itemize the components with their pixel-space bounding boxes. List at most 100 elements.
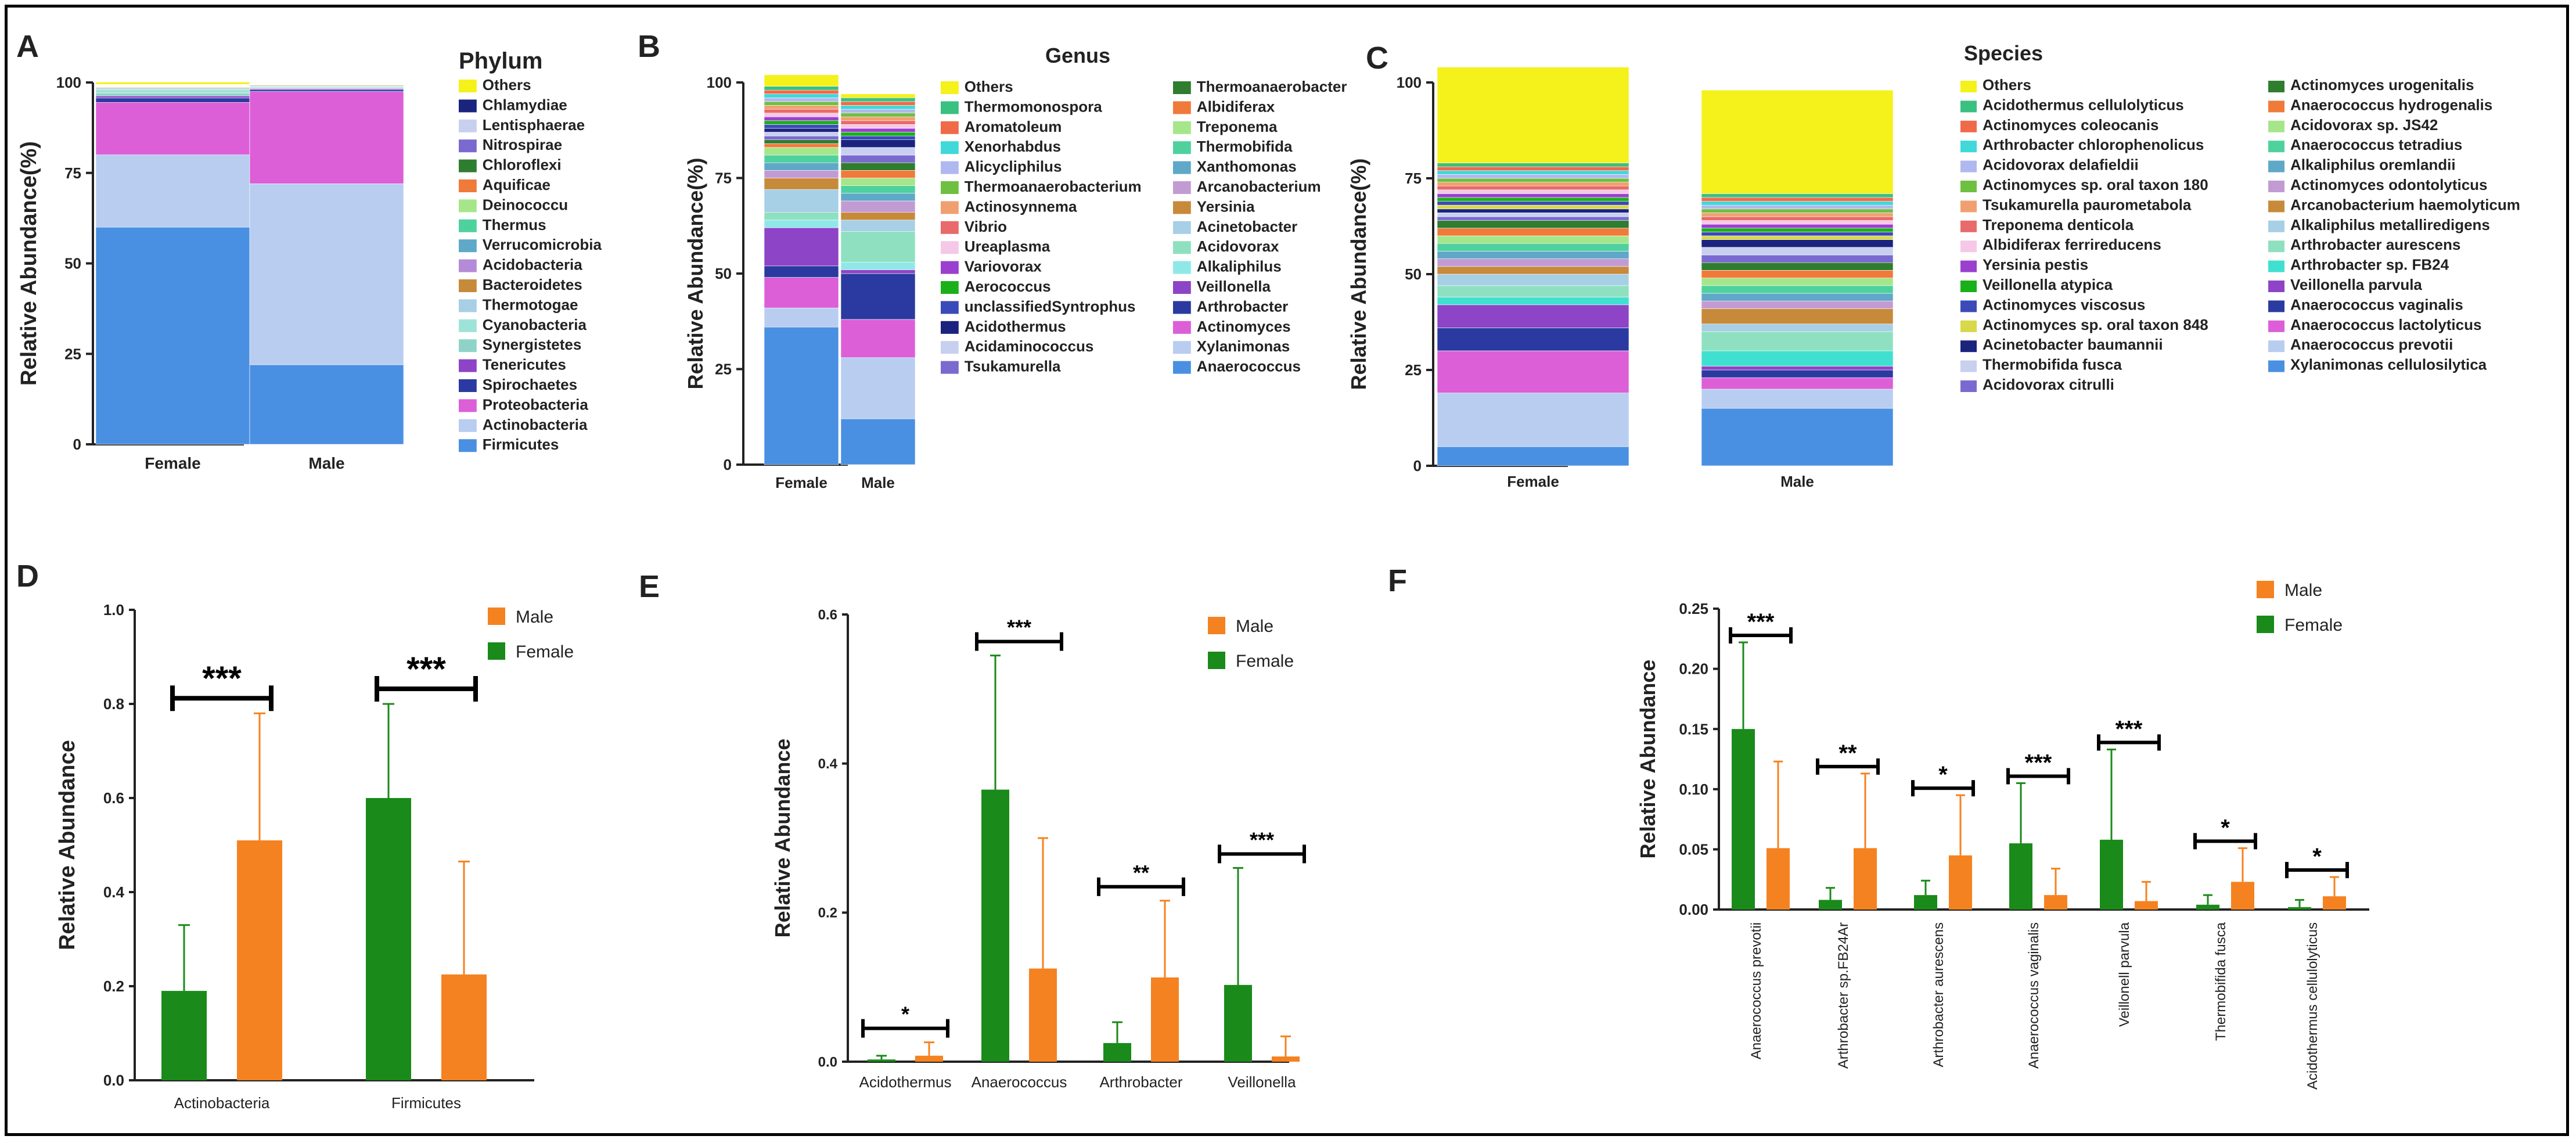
panel-c-legend-label: Anaerococcus lactolyticus [2290,316,2481,333]
panel-f-y-tick-label: 0.05 [1679,841,1708,858]
panel-c-bar-segment [1437,166,1629,171]
panel-b-bar-segment [840,231,916,263]
panel-f-x-tick-label: Arthrobacter aurescens [1931,922,1947,1067]
panel-c-legend-swatch [1960,100,1977,113]
panel-f-y-tick-label: 0.00 [1679,901,1708,918]
panel-b-bar-segment [840,101,916,106]
panel-c-legend-label: Albidiferax ferrireducens [1983,236,2161,253]
panel-b-y-tick-label: 25 [715,361,732,378]
panel-a-legend-swatch [459,139,477,153]
panel-b-bar-segment [764,170,839,178]
panel-a-legend-swatch [459,259,477,272]
panel-c-legend-label: Acidovorax citrulli [1983,376,2114,393]
panel-f-legend-label: Male [2284,581,2322,600]
panel-c-bar-segment [1701,193,1894,198]
panel-b-legend-label: Yersinia [1197,197,1255,215]
panel-b-bar-segment [840,124,916,129]
panel-f-bar-female [2009,843,2032,910]
panel-f-bar-female [2196,904,2219,910]
panel-a-legend-swatch [459,359,477,372]
panel-a-legend-label: Cyanobacteria [483,316,587,333]
panel-c-bar-segment [1437,446,1629,466]
panel-c-legend-label: Anaerococcus tetradius [2290,136,2462,153]
panel-b-legend-swatch [941,281,959,294]
panel-a-legend-label: Tenericutes [483,356,566,373]
panel-e-bar-male [1272,1056,1300,1062]
panel-c-bar-segment [1701,285,1894,294]
panel-f-bar-female [1819,900,1842,910]
panel-c-legend-label: Actinomyces urogenitalis [2290,76,2474,94]
panel-f-x-tick-label: Veillonell parvula [2117,922,2132,1027]
panel-b-legend-label: Variovorax [965,258,1042,275]
panel-c-bar-segment [1701,408,1894,466]
panel-a-legend-label: Acidobacteria [483,256,582,274]
panel-a-bar-segment [95,102,250,155]
panel-a-legend-label: Chloroflexi [483,156,562,174]
panel-b-legend-swatch [1173,281,1191,294]
panel-e-bar-female [868,1059,895,1062]
panel-c-legend-label: Actinomyces sp. oral taxon 180 [1983,176,2208,193]
panel-c-bar-segment [1437,228,1629,236]
panel-a-legend-label: Bacteroidetes [483,276,582,293]
panel-b-bar-segment [764,154,839,163]
panel-c-legend-swatch [1960,360,1977,372]
panel-f-bar-male [2135,901,2158,910]
panel-e-y-label: Relative Abundance [771,739,794,938]
panel-c-legend-swatch [2268,120,2284,132]
panel-e-letter: E [639,569,660,604]
panel-e-y-tick-label: 0.4 [818,756,838,772]
panel-c-bar-segment [1701,262,1894,271]
panel-b-bar-segment [840,162,916,171]
panel-d-x-tick-label: Actinobacteria [174,1094,270,1112]
panel-a-legend-swatch [459,80,477,92]
panel-c-legend-swatch [1960,141,1977,153]
panel-c-bar-segment [1437,220,1629,229]
panel-f-y-tick-label: 0.20 [1679,660,1708,678]
panel-b-legend-swatch [941,241,959,254]
panel-c-bar-segment [1701,89,1894,194]
panel-f-y-tick-label: 0.25 [1679,600,1708,617]
panel-b-bar-segment [764,113,839,117]
panel-c-bar-segment [1437,197,1629,202]
panel-f-x-tick-label: Thermobifida fusca [2213,922,2229,1041]
panel-a-legend-swatch [459,379,477,392]
panel-b-legend-label: Arcanobacterium [1197,178,1321,195]
panel-b-legend-swatch [941,221,959,234]
panel-a-bar-segment [95,82,250,85]
panel-b-bar-segment [840,94,916,98]
panel-b-legend-label: Actinomyces [1197,318,1291,335]
panel-b-bar-segment [764,220,839,228]
panel-e-legend-label: Male [1236,617,1273,636]
panel-b-bar-segment [764,212,839,221]
panel-d-significance-label: *** [202,660,242,698]
panel-b-bar-segment [840,139,916,148]
panel-b-legend-label: Treponema [1197,118,1278,135]
panel-c-legend-swatch [1960,281,1977,292]
panel-b-legend-swatch [941,261,959,274]
panel-c-y-tick-label: 25 [1405,361,1422,379]
panel-a-legend-swatch [459,339,477,353]
panel-f-bar-female [2288,907,2311,910]
panel-f-legend-swatch [2257,616,2274,633]
panel-b-legend-label: Xylanimonas [1197,337,1290,355]
panel-a-legend-title: Phylum [459,48,542,74]
panel-b-bar-segment [840,105,916,110]
panel-b-bar-segment [840,98,916,102]
panel-c-legend-swatch [1960,380,1977,392]
panel-c-legend-swatch [1960,300,1977,312]
panel-c-bar-segment [1437,393,1629,447]
panel-b-bar-segment [840,135,916,140]
panel-b-bar-segment [764,189,839,213]
panel-f-legend-swatch [2257,581,2274,598]
panel-d-letter: D [16,559,39,594]
panel-b-legend-swatch [1173,141,1191,154]
panel-b-legend-label: Xenorhabdus [965,138,1061,155]
panel-a-bar-segment [249,89,404,92]
panel-e-x-tick-label: Arthrobacter [1099,1073,1182,1091]
panel-a-y-tick-label: 100 [56,74,81,91]
panel-c-legend-swatch [2268,340,2284,353]
panel-d-y-label: Relative Abundance [55,740,80,950]
panel-a-legend-swatch [459,219,477,232]
panel-b-legend-swatch [1173,121,1191,134]
panel-a-legend-swatch [459,239,477,253]
